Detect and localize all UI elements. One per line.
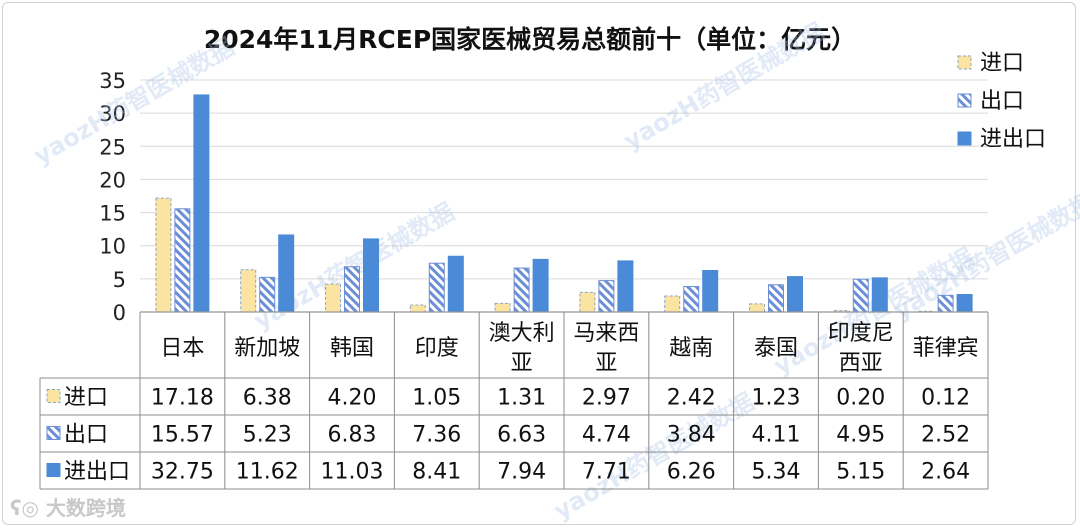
watermark: yaozH药智医械数据 bbox=[889, 188, 1080, 325]
bar-total bbox=[956, 294, 973, 313]
y-tick-label: 30 bbox=[99, 102, 126, 126]
x-tick-label: 新加坡 bbox=[234, 336, 300, 361]
legend-key-import bbox=[46, 389, 61, 403]
table-row-label: 进口 bbox=[64, 386, 108, 411]
data-label: 7.71 bbox=[582, 460, 631, 485]
data-label: 3.84 bbox=[667, 423, 716, 448]
bar-export bbox=[683, 286, 700, 313]
x-tick-label: 韩国 bbox=[330, 336, 374, 361]
data-label: 2.42 bbox=[667, 386, 716, 411]
legend-key-export bbox=[46, 426, 61, 440]
bar-export bbox=[937, 294, 954, 313]
bar-import bbox=[494, 302, 511, 313]
data-label: 7.94 bbox=[497, 460, 546, 485]
bar-import bbox=[579, 291, 596, 313]
data-label: 2.52 bbox=[921, 423, 970, 448]
data-label: 1.23 bbox=[752, 386, 801, 411]
y-tick-label: 0 bbox=[113, 301, 126, 325]
x-tick-label: 亚 bbox=[511, 351, 533, 376]
footer-logo-text: 大数跨境 bbox=[45, 496, 126, 520]
data-label: 8.41 bbox=[412, 460, 461, 485]
bar-export bbox=[428, 262, 445, 313]
bar-total bbox=[278, 234, 295, 313]
legend-label: 进口 bbox=[980, 51, 1024, 76]
data-label: 4.74 bbox=[582, 423, 631, 448]
y-tick-label: 20 bbox=[99, 168, 126, 192]
x-tick-label: 日本 bbox=[160, 336, 204, 361]
data-label: 17.18 bbox=[151, 386, 214, 411]
bar-total bbox=[871, 277, 888, 313]
bar-import bbox=[409, 304, 426, 313]
bar-total bbox=[617, 260, 634, 313]
legend-label: 进出口 bbox=[980, 127, 1046, 152]
data-label: 4.20 bbox=[328, 386, 377, 411]
data-label: 1.31 bbox=[497, 386, 546, 411]
y-tick-label: 10 bbox=[99, 235, 126, 259]
bar-total bbox=[363, 238, 379, 313]
legend-label: 出口 bbox=[980, 89, 1024, 114]
data-label: 4.95 bbox=[836, 423, 885, 448]
data-label: 6.63 bbox=[497, 423, 546, 448]
data-label: 5.23 bbox=[243, 423, 292, 448]
bar-import bbox=[325, 283, 341, 313]
data-label: 15.57 bbox=[151, 423, 214, 448]
x-tick-label: 菲律宾 bbox=[913, 336, 979, 361]
x-tick-label: 马来西 bbox=[573, 321, 639, 346]
bar-export bbox=[852, 278, 869, 313]
bar-export bbox=[768, 284, 784, 313]
data-label: 7.36 bbox=[412, 423, 461, 448]
table-row-label: 进出口 bbox=[64, 460, 130, 485]
bar-export bbox=[513, 267, 530, 313]
data-label: 2.97 bbox=[582, 386, 631, 411]
bar-export bbox=[598, 280, 615, 313]
x-tick-label: 越南 bbox=[669, 336, 713, 361]
table-row-label: 出口 bbox=[64, 423, 108, 448]
data-label: 6.83 bbox=[328, 423, 377, 448]
data-label: 0.20 bbox=[836, 386, 885, 411]
chart-title: 2024年11月RCEP国家医械贸易总额前十（单位：亿元） bbox=[204, 25, 856, 54]
data-label: 1.05 bbox=[412, 386, 461, 411]
x-tick-label: 泰国 bbox=[754, 336, 798, 361]
bar-total bbox=[193, 94, 210, 313]
bar-export bbox=[259, 276, 276, 313]
bar-import bbox=[664, 295, 681, 313]
data-label: 6.38 bbox=[243, 386, 292, 411]
legend-key-total bbox=[957, 131, 972, 146]
bar-total bbox=[532, 258, 549, 313]
footer-logo: ʕ◎ 大数跨境 bbox=[10, 492, 126, 521]
y-tick-label: 25 bbox=[99, 135, 126, 159]
bar-import bbox=[155, 197, 172, 313]
y-tick-label: 35 bbox=[99, 69, 126, 93]
bar-import bbox=[240, 269, 257, 313]
y-tick-label: 5 bbox=[113, 268, 126, 292]
bar-total bbox=[702, 270, 719, 313]
bar-total bbox=[447, 255, 464, 313]
legend-key-export bbox=[957, 93, 972, 108]
x-tick-label: 印度 bbox=[415, 336, 459, 361]
data-label: 11.62 bbox=[236, 460, 299, 485]
data-label: 2.64 bbox=[921, 460, 970, 485]
x-tick-label: 澳大利 bbox=[489, 321, 555, 346]
bar-import bbox=[749, 303, 765, 313]
legend-key-import bbox=[957, 55, 972, 70]
legend-key-total bbox=[46, 463, 61, 477]
bar-export bbox=[344, 266, 360, 313]
x-tick-label: 印度尼 bbox=[828, 321, 894, 346]
data-label: 5.15 bbox=[836, 460, 885, 485]
data-label: 6.26 bbox=[667, 460, 716, 485]
watermark: yaozH药智医械数据 bbox=[549, 388, 759, 525]
data-label: 32.75 bbox=[151, 460, 214, 485]
data-label: 5.34 bbox=[752, 460, 801, 485]
footer-logo-icon: ʕ◎ bbox=[10, 496, 39, 520]
bar-import bbox=[833, 310, 850, 313]
data-label: 4.11 bbox=[752, 423, 801, 448]
bar-export bbox=[174, 208, 191, 313]
x-tick-label: 亚 bbox=[595, 351, 617, 376]
y-tick-label: 15 bbox=[99, 202, 126, 226]
bar-total bbox=[787, 276, 803, 313]
data-label: 0.12 bbox=[921, 386, 970, 411]
data-label: 11.03 bbox=[321, 460, 384, 485]
x-tick-label: 西亚 bbox=[839, 351, 883, 376]
